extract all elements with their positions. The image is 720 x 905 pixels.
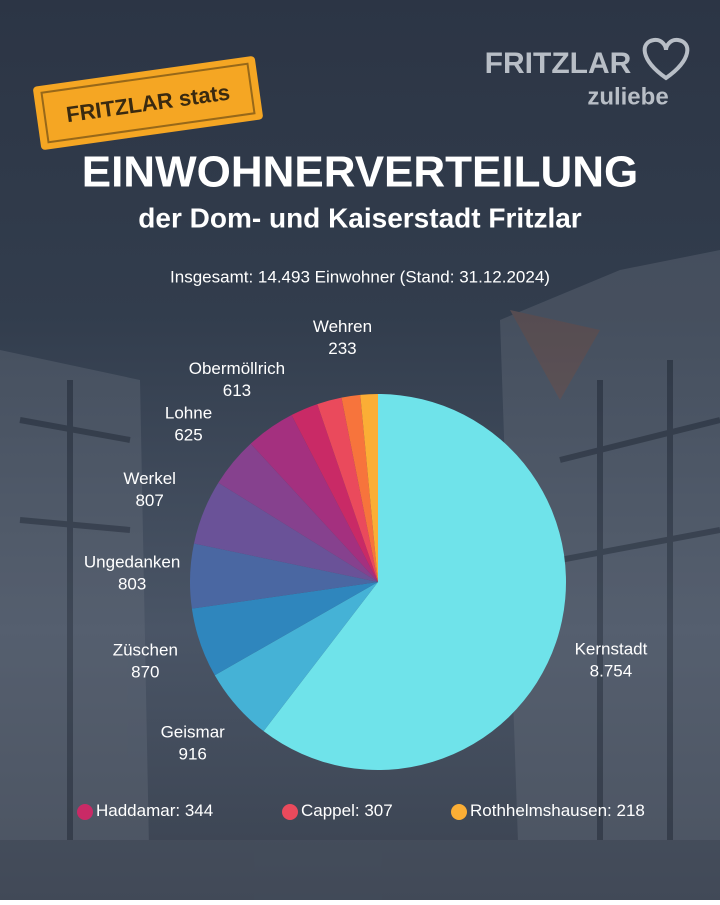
legend: Haddamar: 344 Cappel: 307 Rothhelmshausen:… (77, 801, 645, 820)
legend-label: Rothhelmshausen: 218 (470, 801, 645, 820)
legend-name: Rothhelmshausen (470, 801, 607, 820)
slice-label: Werkel (123, 469, 176, 488)
legend-value: 218 (616, 801, 644, 820)
legend-swatch (77, 804, 93, 820)
slice-value: 807 (135, 491, 163, 510)
legend-swatch (282, 804, 298, 820)
legend-value: 307 (364, 801, 392, 820)
pie-slice (193, 482, 378, 582)
slice-value: 803 (118, 575, 146, 594)
pie (189, 394, 567, 770)
slice-value: 8.754 (590, 662, 633, 681)
slice-label: Lohne (165, 404, 212, 423)
legend-separator: : (175, 801, 184, 820)
pie-slice (214, 582, 378, 732)
chart-note: Insgesamt: 14.493 Einwohner (Stand: 31.1… (170, 267, 550, 286)
slice-value: 625 (174, 426, 202, 445)
chart-title: EINWOHNERVERTEILUNG (82, 148, 639, 197)
slice-label: Obermöllrich (189, 359, 285, 378)
logo-tagline: zuliebe (587, 83, 668, 110)
pie-slice (191, 582, 378, 676)
labels: Kernstadt 8.754 Geismar 916 Züschen 870 Ungeda… (84, 317, 648, 763)
pie-slice (189, 543, 378, 609)
pie-slice (360, 394, 378, 582)
legend-label: Cappel: 307 (301, 801, 393, 820)
legend-separator: : (355, 801, 364, 820)
slice-value: 233 (328, 339, 356, 358)
slice-label: Ungedanken (84, 553, 180, 572)
chart-subtitle: der Dom- und Kaiserstadt Fritzlar (138, 202, 582, 233)
badge: FRITZLAR stats (33, 56, 263, 150)
pie-slice (263, 394, 567, 770)
legend-name: Cappel (301, 801, 355, 820)
slice-value: 613 (223, 381, 251, 400)
background-buildings (0, 250, 720, 900)
slice-value: 916 (179, 744, 207, 763)
logo-heart (642, 37, 690, 81)
pie-slice (291, 404, 378, 582)
slice-label: Züschen (113, 640, 178, 659)
logo-name: FRITZLAR (485, 47, 632, 80)
pie-slice (341, 394, 378, 582)
pie-slice (250, 415, 378, 582)
slice-value: 870 (131, 662, 159, 681)
legend-name: Haddamar (96, 801, 176, 820)
slice-label: Geismar (161, 722, 226, 741)
pie-slice (317, 397, 378, 582)
legend-label: Haddamar: 344 (96, 801, 213, 820)
legend-separator: : (607, 801, 616, 820)
slice-label: Kernstadt (575, 640, 648, 659)
pie-slice (218, 443, 378, 582)
slice-label: Wehren (313, 317, 372, 336)
legend-swatch (451, 804, 467, 820)
legend-value: 344 (185, 801, 213, 820)
